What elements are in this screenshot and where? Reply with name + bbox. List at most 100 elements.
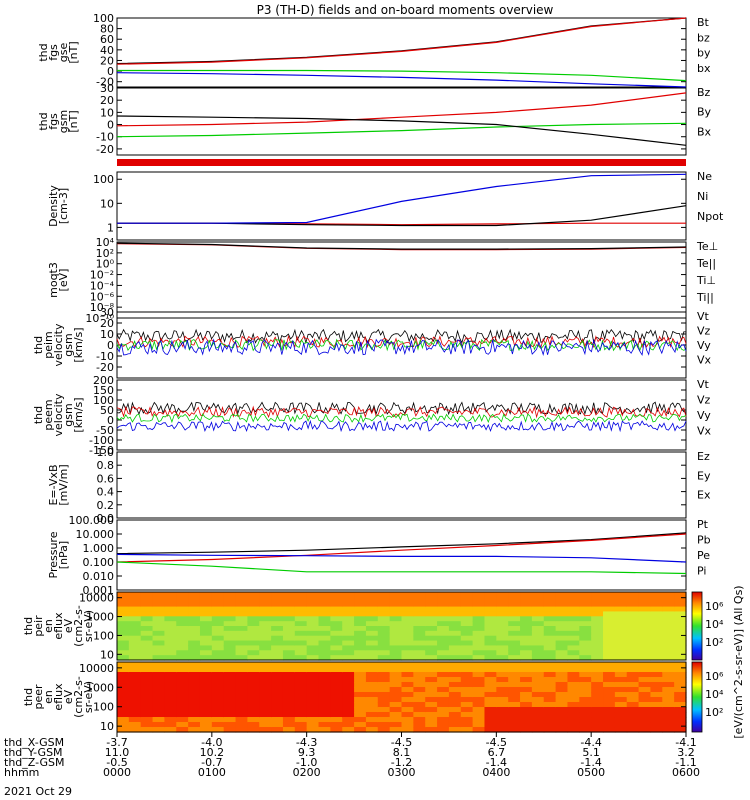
spectrogram-cell: [520, 692, 533, 698]
panel-frame: [116, 241, 687, 319]
spectrogram-cell: [128, 677, 142, 683]
spectrogram-cell: [437, 687, 450, 693]
colorbar: [691, 661, 703, 733]
spectrogram-cell: [460, 702, 474, 708]
spectrogram-cell: [235, 650, 248, 656]
spectrogram-cell: [235, 606, 248, 613]
panel-frame: [116, 87, 687, 156]
spectrogram-cell: [176, 621, 189, 627]
spectrogram-cell: [354, 621, 367, 627]
spectrogram-cell: [389, 621, 403, 627]
spectrogram-cell: [555, 682, 569, 688]
spectrogram-cell: [401, 697, 414, 703]
spectrogram-cell: [448, 626, 462, 632]
spectrogram-cell: [638, 672, 652, 678]
spectrogram-cell: [579, 717, 592, 723]
spectrogram-cell: [164, 655, 177, 661]
spectrogram-cell: [520, 727, 533, 733]
spectrogram-cell: [223, 702, 237, 708]
spectrogram-cell: [543, 697, 557, 703]
spectrogram-cell: [164, 712, 177, 718]
spectrogram-cell: [555, 630, 569, 637]
spectrogram-cell: [413, 692, 426, 698]
y-tick-label: 100: [93, 629, 114, 642]
spectrogram-cell: [425, 692, 438, 698]
y-tick-label: 0.8: [97, 459, 115, 472]
spectrogram-cell: [543, 702, 557, 708]
spectrogram-cell: [579, 667, 592, 673]
spectrogram-cell: [401, 717, 414, 723]
spectrogram-cell: [199, 682, 213, 688]
y-tick-label: 10000: [79, 592, 114, 605]
spectrogram-cell: [365, 677, 379, 683]
spectrogram-cell: [389, 640, 403, 647]
spectrogram-cell: [496, 601, 509, 608]
spectrogram-cell: [188, 611, 201, 617]
spectrogram-cell: [555, 677, 569, 683]
spectrogram-cell: [543, 611, 557, 617]
legend-entry: Bx: [697, 125, 712, 138]
spectrogram-cell: [211, 717, 225, 723]
spectrogram-cell: [377, 682, 391, 688]
spectrogram-cell: [591, 635, 604, 642]
spectrogram-cell: [567, 621, 580, 627]
spectrogram-cell: [152, 601, 166, 608]
spectrogram-cell: [638, 697, 652, 703]
spectrogram-cell: [377, 596, 391, 603]
legend-entry: Vz: [697, 325, 711, 338]
spectrogram-cell: [603, 621, 616, 627]
spectrogram-cell: [413, 621, 426, 627]
spectrogram-cell: [555, 722, 569, 728]
spectrogram-cell: [662, 717, 675, 723]
spectrogram-cell: [176, 672, 189, 678]
spectrogram-cell: [318, 601, 331, 608]
spectrogram-cell: [342, 722, 355, 728]
spectrogram-cell: [128, 621, 142, 627]
spectrogram-cell: [579, 635, 592, 642]
spectrogram-cell: [626, 712, 640, 718]
spectrogram-cell: [567, 611, 580, 617]
spectrogram-cell: [389, 635, 403, 642]
spectrogram-cell: [377, 712, 391, 718]
spectrogram-cell: [117, 606, 130, 613]
spectrogram-cell: [235, 682, 248, 688]
spectrogram-cell: [543, 717, 557, 723]
spectrogram-cell: [520, 712, 533, 718]
spectrogram-cell: [626, 692, 640, 698]
y-tick-label: 10⁻⁴: [90, 279, 115, 292]
spectrogram-cell: [437, 592, 450, 598]
spectrogram-cell: [437, 702, 450, 708]
spectrogram-cell: [484, 626, 497, 632]
spectrogram-cell: [484, 687, 497, 693]
y-axis-label: eflux: [52, 612, 65, 640]
spectrogram-cell: [164, 650, 177, 656]
y-tick-label: 0: [107, 414, 114, 427]
time-axis-row-label: thd_X-GSM: [4, 736, 64, 749]
spectrogram-cell: [614, 616, 628, 622]
time-axis-value: 0500: [577, 766, 605, 779]
spectrogram-cell: [235, 707, 248, 713]
y-tick-label: -50: [96, 424, 114, 437]
spectrogram-cell: [176, 592, 189, 598]
spectrogram-cell: [164, 682, 177, 688]
spectrogram-cell: [508, 626, 521, 632]
spectrogram-cell: [472, 650, 486, 656]
legend-entry: Vx: [697, 354, 712, 367]
spectrogram-cell: [176, 697, 189, 703]
spectrogram-cell: [401, 682, 414, 688]
spectrogram-cell: [425, 611, 438, 617]
spectrogram-cell: [531, 630, 545, 637]
spectrogram-cell: [259, 616, 272, 622]
spectrogram-cell: [674, 630, 687, 637]
spectrogram-cell: [235, 677, 248, 683]
spectrogram-cell: [140, 650, 154, 656]
spectrogram-cell: [247, 616, 260, 622]
spectrogram-cell: [354, 667, 367, 673]
y-tick-label: 0.001: [83, 584, 115, 597]
spectrogram-cell: [211, 606, 225, 613]
spectrogram-cell: [294, 682, 308, 688]
spectrogram-cell: [211, 697, 225, 703]
spectrogram-cell: [614, 621, 628, 627]
spectrogram-cell: [318, 592, 331, 598]
spectrogram-cell: [152, 592, 166, 598]
